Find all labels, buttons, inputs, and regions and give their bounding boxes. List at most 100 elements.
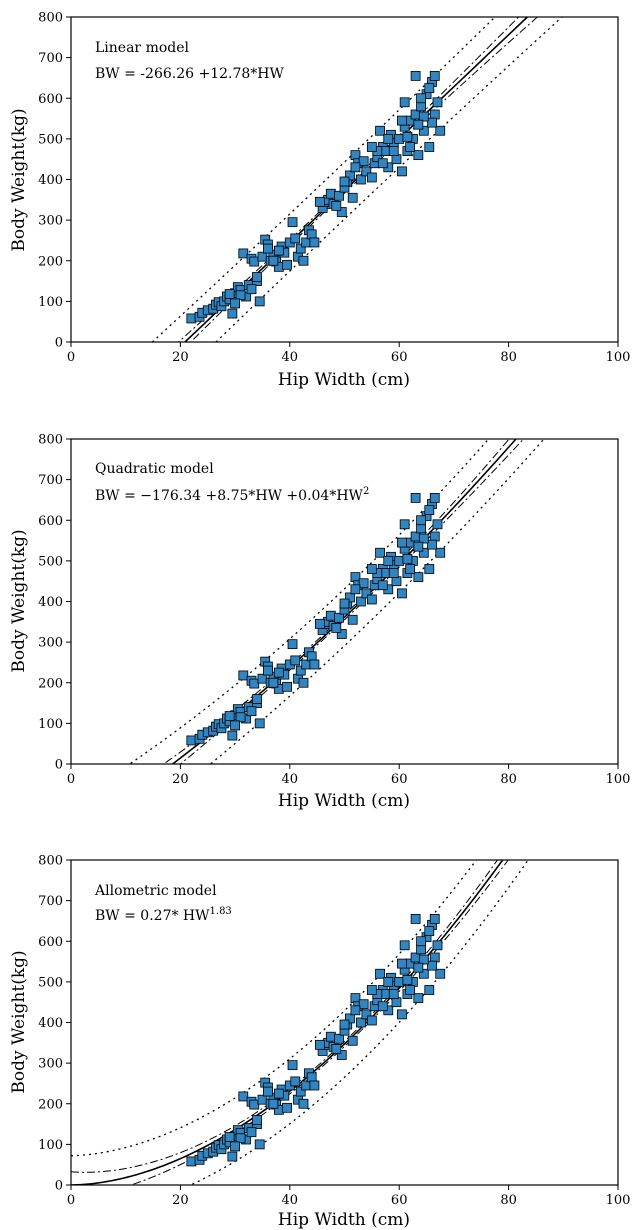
data-point — [331, 1044, 342, 1054]
data-point — [424, 83, 435, 93]
fitted-line — [71, 860, 504, 1185]
y-tick-label: 800 — [38, 854, 63, 869]
data-point — [230, 1141, 241, 1152]
data-point — [358, 578, 369, 589]
data-point — [429, 109, 440, 120]
data-point — [345, 170, 355, 181]
data-point — [391, 154, 402, 165]
data-point — [347, 192, 358, 203]
model-name-label: Quadratic model — [95, 461, 214, 477]
data-point — [399, 940, 410, 951]
data-point — [413, 572, 424, 583]
data-point — [246, 284, 257, 295]
x-tick-label: 40 — [282, 1193, 299, 1208]
confidence-lower-line — [190, 17, 539, 342]
data-point — [350, 162, 361, 173]
data-point — [424, 142, 435, 152]
data-point — [306, 229, 317, 240]
data-point — [429, 493, 440, 503]
data-point — [306, 1072, 317, 1083]
data-point — [435, 547, 446, 558]
data-point — [336, 629, 347, 639]
data-point — [268, 1098, 279, 1109]
data-point — [268, 677, 279, 688]
data-point — [356, 596, 366, 607]
data-point — [257, 251, 268, 262]
data-point — [424, 926, 435, 936]
data-point — [418, 954, 429, 965]
data-point — [268, 255, 279, 266]
data-point — [298, 1098, 309, 1109]
data-point — [254, 1139, 265, 1150]
allometric-model-panel: 0 20 40 60 80 100 0 100 200 300 400 500 600 700 800 Al… — [9, 854, 630, 1230]
data-point — [235, 712, 246, 723]
y-tick-label: 700 — [38, 473, 63, 488]
model-equation-label: BW = -266.26 +12.78*HW — [95, 66, 284, 82]
data-point — [410, 914, 421, 924]
data-point — [405, 985, 416, 995]
data-point — [246, 1127, 257, 1138]
y-axis-label: Body Weight(kg) — [9, 529, 29, 672]
data-point — [405, 564, 416, 574]
data-point — [263, 243, 273, 254]
y-tick-label: 200 — [38, 254, 63, 269]
data-point — [350, 572, 361, 583]
y-tick-label: 500 — [38, 132, 63, 147]
confidence-lower-line — [179, 439, 525, 764]
data-point — [410, 531, 421, 542]
model-equation-label: BW = −176.34 +8.75*HW +0.04*HW2 — [95, 486, 369, 504]
data-point — [366, 564, 377, 574]
x-axis-label: Hip Width (cm) — [278, 791, 410, 811]
model-name-label: Linear model — [95, 40, 190, 56]
equation-superscript: 1.83 — [210, 906, 232, 917]
data-point — [314, 196, 325, 207]
data-point — [397, 588, 407, 599]
data-point — [416, 101, 426, 112]
data-point — [186, 1156, 197, 1167]
data-point — [325, 610, 336, 621]
y-tick-label: 800 — [38, 433, 63, 448]
data-point — [366, 172, 377, 183]
data-point — [418, 125, 429, 136]
data-point — [314, 618, 325, 629]
model-name-label: Allometric model — [94, 883, 217, 899]
y-tick-label: 800 — [38, 11, 63, 26]
data-point — [424, 564, 435, 574]
data-point — [427, 117, 437, 128]
data-point — [383, 133, 394, 144]
confidence-lower-line — [129, 860, 509, 1185]
data-point — [418, 111, 429, 122]
data-point — [235, 290, 246, 301]
y-tick-label: 500 — [38, 975, 63, 990]
data-point — [375, 968, 385, 979]
data-point — [309, 1080, 320, 1091]
data-point — [314, 1039, 325, 1050]
data-point — [301, 659, 312, 670]
data-point — [413, 541, 424, 552]
data-point — [416, 944, 426, 955]
data-point — [273, 245, 284, 256]
data-point — [377, 1001, 388, 1012]
prediction-lower-line — [189, 860, 529, 1185]
data-point — [377, 158, 388, 169]
data-point — [402, 553, 413, 564]
y-tick-label: 100 — [38, 295, 63, 310]
data-point — [334, 190, 344, 201]
x-tick-label: 0 — [67, 772, 75, 787]
data-point — [402, 974, 413, 985]
data-point — [227, 730, 238, 741]
data-point — [238, 670, 249, 681]
data-point — [306, 651, 317, 662]
data-point — [397, 1009, 407, 1020]
data-point — [361, 166, 372, 177]
equation-text: BW = −176.34 +8.75*HW +0.04*HW — [95, 488, 364, 504]
data-point — [252, 694, 262, 704]
data-point — [331, 623, 342, 633]
equation-superscript: 2 — [363, 486, 369, 497]
data-point — [252, 272, 262, 282]
data-point — [263, 665, 273, 676]
data-point — [249, 1099, 260, 1110]
data-point — [254, 718, 265, 729]
data-point — [383, 976, 394, 987]
